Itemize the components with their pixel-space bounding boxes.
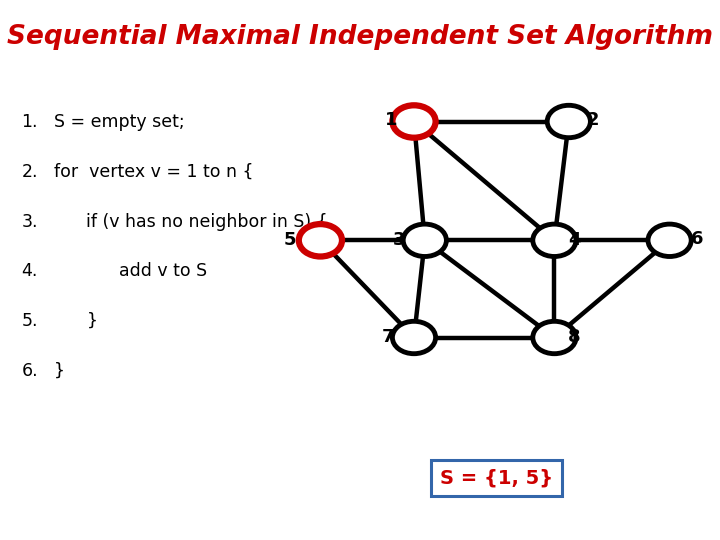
Circle shape — [392, 321, 436, 354]
Circle shape — [403, 224, 446, 256]
Text: 7: 7 — [382, 328, 395, 347]
Circle shape — [299, 224, 342, 256]
Circle shape — [533, 224, 576, 256]
Text: 4: 4 — [568, 231, 581, 249]
Text: 5.: 5. — [22, 312, 38, 330]
Text: 4.: 4. — [22, 262, 38, 280]
Text: 2: 2 — [586, 111, 599, 129]
Text: if (v has no neighbor in S) {: if (v has no neighbor in S) { — [86, 213, 328, 231]
Text: for  vertex v = 1 to n {: for vertex v = 1 to n { — [54, 163, 253, 181]
Text: }: } — [86, 312, 97, 330]
Text: }: } — [54, 362, 65, 380]
Text: add v to S: add v to S — [119, 262, 207, 280]
Circle shape — [392, 105, 436, 138]
Text: 3.: 3. — [22, 213, 38, 231]
Circle shape — [533, 321, 576, 354]
Circle shape — [648, 224, 691, 256]
Text: S = empty set;: S = empty set; — [54, 113, 184, 131]
Text: 1.: 1. — [22, 113, 38, 131]
Text: Sequential Maximal Independent Set Algorithm: Sequential Maximal Independent Set Algor… — [7, 24, 713, 50]
Text: 2.: 2. — [22, 163, 38, 181]
Text: 8: 8 — [568, 328, 581, 347]
Text: 6.: 6. — [22, 362, 38, 380]
Text: 3: 3 — [392, 231, 405, 249]
Text: 5: 5 — [284, 231, 297, 249]
Text: 1: 1 — [384, 111, 397, 129]
Text: 6: 6 — [690, 230, 703, 248]
Text: S = {1, 5}: S = {1, 5} — [440, 468, 554, 488]
Circle shape — [547, 105, 590, 138]
